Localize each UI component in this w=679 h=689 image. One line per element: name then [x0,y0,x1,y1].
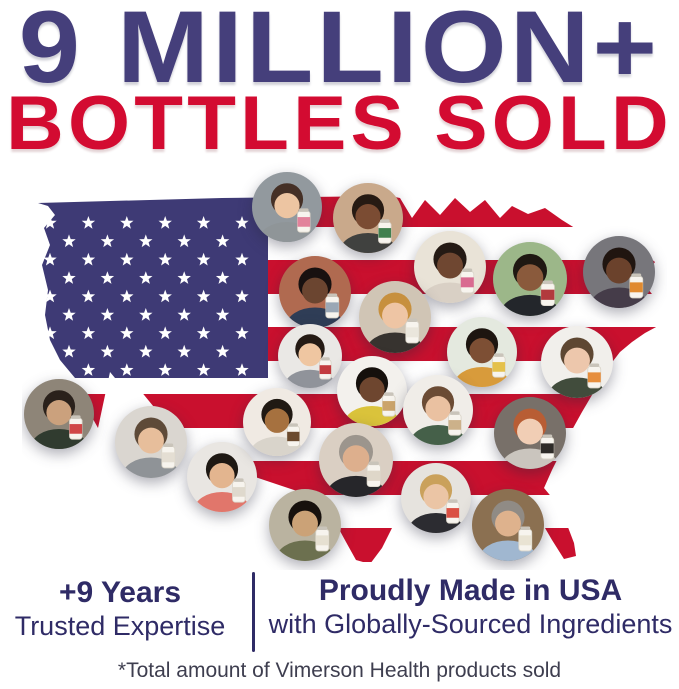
customer-photo [187,442,257,512]
customer-photo [337,356,407,426]
customer-photo [414,231,486,303]
headline: 9 MILLION+ BOTTLES SOLD [0,0,679,162]
usa-flag-map [22,160,667,570]
customer-photo [401,463,471,533]
footer-divider [252,572,255,652]
footnote: *Total amount of Vimerson Health product… [117,659,562,682]
customer-photo [472,489,544,561]
years-subtitle: Trusted Expertise [14,611,226,641]
customer-photo [24,379,94,449]
customer-photo [319,423,393,497]
customer-photo [403,375,473,445]
made-in-usa-title: Proudly Made in USA [318,574,623,607]
customer-photo [359,281,431,353]
customer-photo [278,324,342,388]
customer-photo [494,397,566,469]
headline-line2: BOTTLES SOLD [6,80,673,166]
customer-photo [541,326,613,398]
customer-photo [447,317,517,387]
customer-photo [115,406,187,478]
usa-flag-map-svg [24,172,660,564]
customer-photo [583,236,655,308]
made-in-usa-subtitle: with Globally-Sourced Ingredients [268,609,673,639]
footer-right-block: Proudly Made in USA with Globally-Source… [262,574,679,640]
customer-photo [252,172,322,242]
customer-photo [333,183,403,253]
headline-line1: 9 MILLION+ [18,0,661,104]
years-title: +9 Years [58,576,182,609]
customer-photo [269,489,341,561]
customer-photo [493,242,567,316]
footer-left-block: +9 Years Trusted Expertise [0,576,240,642]
customer-photo [243,388,311,456]
